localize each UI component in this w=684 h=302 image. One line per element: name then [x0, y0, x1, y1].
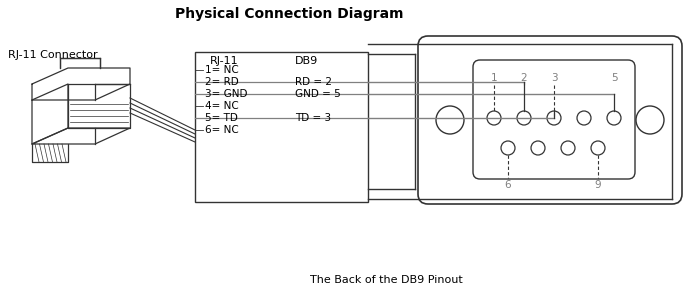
Text: 3= GND: 3= GND — [205, 89, 248, 99]
Text: RD = 2: RD = 2 — [295, 77, 332, 87]
Text: Physical Connection Diagram: Physical Connection Diagram — [175, 7, 404, 21]
Text: 1: 1 — [490, 73, 497, 83]
Text: TD = 3: TD = 3 — [295, 113, 331, 123]
Bar — [195, 52, 368, 202]
Text: RJ-11 Connector: RJ-11 Connector — [8, 50, 98, 60]
Text: RJ-11: RJ-11 — [210, 56, 239, 66]
Text: DB9: DB9 — [295, 56, 318, 66]
Text: 9: 9 — [594, 180, 601, 190]
Text: 3: 3 — [551, 73, 557, 83]
Text: 5= TD: 5= TD — [205, 113, 238, 123]
Text: 5: 5 — [611, 73, 618, 83]
Text: 1= NC: 1= NC — [205, 65, 239, 75]
Text: 6= NC: 6= NC — [205, 125, 239, 135]
Text: The Back of the DB9 Pinout: The Back of the DB9 Pinout — [310, 275, 463, 285]
Text: 4= NC: 4= NC — [205, 101, 239, 111]
Text: 2= RD: 2= RD — [205, 77, 239, 87]
Text: GND = 5: GND = 5 — [295, 89, 341, 99]
Text: 2: 2 — [521, 73, 527, 83]
Text: 6: 6 — [505, 180, 512, 190]
